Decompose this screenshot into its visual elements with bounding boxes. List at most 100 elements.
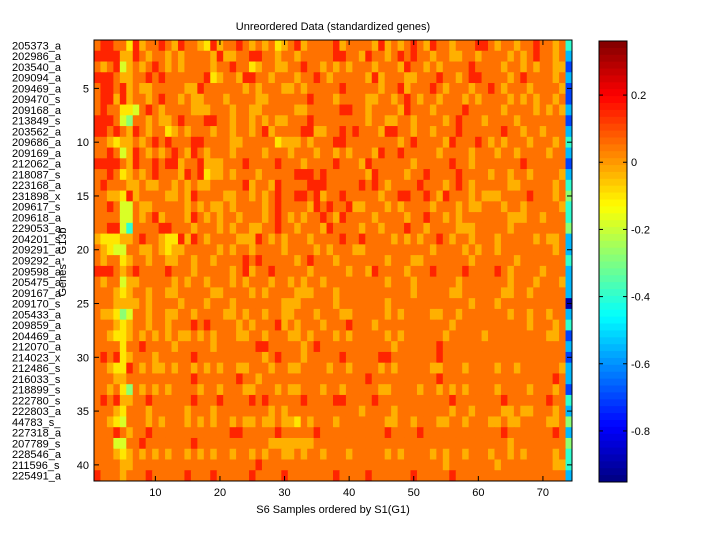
heatmap-cell <box>190 147 198 159</box>
heatmap-cell <box>300 373 308 385</box>
heatmap-cell <box>500 448 508 460</box>
heatmap-cell <box>391 158 399 170</box>
heatmap-cell <box>100 147 108 159</box>
heatmap-cell <box>177 255 185 267</box>
heatmap-cell <box>533 179 541 192</box>
heatmap-cell <box>100 93 108 106</box>
heatmap-cell <box>139 341 147 353</box>
heatmap-cell <box>429 201 437 213</box>
heatmap-cell <box>546 330 554 342</box>
heatmap-cell <box>455 244 463 256</box>
heatmap-cell <box>429 448 437 460</box>
heatmap-cell <box>100 373 108 385</box>
heatmap-cell <box>494 373 502 385</box>
heatmap-cell <box>500 158 508 170</box>
heatmap-cell <box>365 341 373 353</box>
heatmap-cell <box>203 308 211 321</box>
heatmap-cell <box>294 470 302 482</box>
heatmap-cell <box>494 351 502 364</box>
heatmap-cell <box>546 201 554 213</box>
heatmap-cell <box>294 50 302 63</box>
heatmap-cell <box>475 362 483 374</box>
heatmap-cell <box>404 373 412 385</box>
heatmap-cell <box>384 394 392 407</box>
heatmap-cell <box>404 405 412 417</box>
heatmap-cell <box>300 276 308 288</box>
heatmap-cell <box>552 244 560 256</box>
heatmap-cell <box>274 287 282 299</box>
heatmap-cell <box>404 190 412 202</box>
heatmap-cell <box>281 416 289 428</box>
heatmap-cell <box>203 244 211 256</box>
heatmap-cell <box>378 233 386 245</box>
colorbar-swatch <box>599 109 627 118</box>
heatmap-cell <box>559 61 567 73</box>
heatmap-cell <box>236 330 244 342</box>
heatmap-cell <box>100 330 108 342</box>
heatmap-cell <box>216 298 224 310</box>
heatmap-cell <box>513 341 521 353</box>
heatmap-cell <box>384 244 392 256</box>
heatmap-cell <box>481 448 489 460</box>
heatmap-cell <box>287 384 295 396</box>
heatmap-cell <box>365 448 373 460</box>
heatmap-cell <box>190 448 198 460</box>
heatmap-cell <box>223 83 231 95</box>
heatmap-cell <box>481 136 489 149</box>
heatmap-cell <box>429 158 437 170</box>
heatmap-cell <box>358 179 366 192</box>
heatmap-cell <box>345 212 353 224</box>
heatmap-cell <box>242 255 250 267</box>
heatmap-cell <box>391 308 399 321</box>
heatmap-cell <box>391 147 399 159</box>
heatmap-cell <box>371 394 379 407</box>
heatmap-cell <box>416 50 424 63</box>
heatmap-cell <box>345 448 353 460</box>
heatmap-cell <box>249 276 256 288</box>
y-tick-label: 10 <box>77 137 89 149</box>
heatmap-cell <box>165 265 173 278</box>
heatmap-cell <box>423 416 431 428</box>
heatmap-cell <box>274 437 282 450</box>
heatmap-cell <box>481 330 489 342</box>
heatmap-cell <box>261 437 269 450</box>
heatmap-cell <box>274 190 282 202</box>
heatmap-cell <box>526 255 534 267</box>
x-axis-label: S6 Samples ordered by S1(G1) <box>256 504 409 516</box>
heatmap-cell <box>442 416 450 428</box>
heatmap-cell <box>384 330 392 342</box>
heatmap-cell <box>94 448 101 460</box>
heatmap-cell <box>242 459 250 471</box>
heatmap-cell <box>449 287 457 299</box>
heatmap-cell <box>119 255 127 267</box>
heatmap-cell <box>300 448 308 460</box>
heatmap-cell <box>268 416 276 428</box>
heatmap-cell <box>119 126 127 138</box>
heatmap-cell <box>552 341 560 353</box>
heatmap-cell <box>507 136 515 149</box>
heatmap-cell <box>410 255 418 267</box>
heatmap-cell <box>371 405 379 417</box>
heatmap-cell <box>365 287 373 299</box>
heatmap-cell <box>455 158 463 170</box>
heatmap-cell <box>210 298 218 310</box>
heatmap-cell <box>442 72 450 84</box>
heatmap-cell <box>449 93 457 106</box>
heatmap-cell <box>546 93 554 106</box>
heatmap-cell <box>255 341 263 353</box>
heatmap-cell <box>546 373 554 385</box>
heatmap-cell <box>268 437 276 450</box>
heatmap-cell <box>468 244 476 256</box>
heatmap-cell <box>500 341 508 353</box>
heatmap-cell <box>565 179 573 192</box>
heatmap-cell <box>229 405 237 417</box>
heatmap-cell <box>313 394 321 407</box>
heatmap-cell <box>274 93 282 106</box>
heatmap-cell <box>546 115 554 127</box>
heatmap-cell <box>152 276 160 288</box>
heatmap-cell <box>326 470 334 482</box>
heatmap-cell <box>139 319 147 331</box>
heatmap-cell <box>442 298 450 310</box>
heatmap-cell <box>113 222 121 235</box>
heatmap-cell <box>216 136 224 149</box>
